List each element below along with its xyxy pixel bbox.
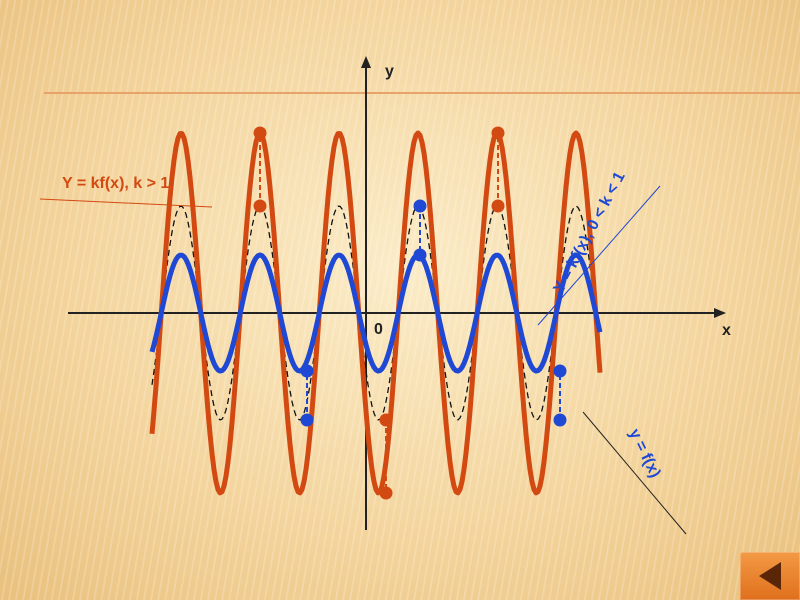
extremum-point: [413, 248, 427, 262]
x-axis-label: x: [722, 322, 731, 339]
extremum-point: [300, 364, 314, 378]
extremum-point: [300, 413, 314, 427]
extremum-point: [413, 199, 427, 213]
label-base: y = f(x): [625, 426, 663, 480]
extremum-point: [491, 199, 505, 213]
extremum-point: [553, 364, 567, 378]
extremum-point: [553, 413, 567, 427]
extremum-point: [491, 126, 505, 140]
label-stretch: Y = kf(x), k > 1: [62, 175, 169, 192]
extremum-markers: [253, 126, 567, 500]
extremum-point: [253, 199, 267, 213]
origin-label: 0: [374, 321, 383, 338]
y-axis-label: y: [385, 63, 394, 80]
extremum-point: [379, 486, 393, 500]
pointer-stretch: [39, 198, 213, 208]
triangle-left-icon: [759, 562, 781, 590]
back-button[interactable]: [740, 552, 800, 600]
curve-compress: [149, 252, 603, 374]
extremum-point: [379, 413, 393, 427]
pointer-base: [582, 411, 687, 535]
pointer-compress: [537, 185, 661, 326]
curve-stretch: [149, 130, 603, 496]
extremum-point: [253, 126, 267, 140]
